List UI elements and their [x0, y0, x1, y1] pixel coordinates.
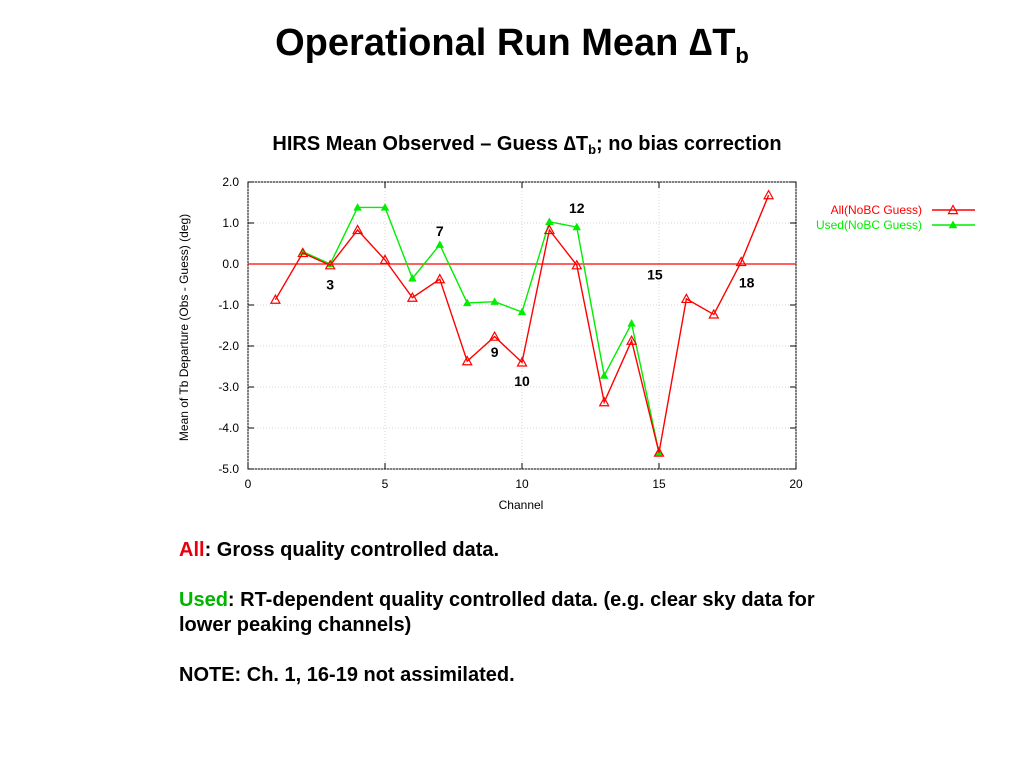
slide-title-delta: ∆ — [688, 22, 713, 64]
chart-title-prefix: HIRS Mean Observed – Guess — [272, 133, 564, 155]
y-tick-label: 2.0 — [222, 175, 239, 189]
y-tick-label: -4.0 — [218, 421, 239, 435]
data-point-all — [543, 224, 555, 235]
chart-title-delta: ∆ — [563, 133, 576, 155]
data-point-all — [680, 293, 692, 304]
note-all: All: Gross quality controlled data. — [179, 538, 839, 563]
note-all-text: : Gross quality controlled data. — [204, 539, 500, 561]
data-point-all — [653, 446, 665, 457]
data-point-all — [434, 273, 446, 284]
data-point-all — [324, 259, 336, 270]
data-point-used — [353, 203, 362, 211]
data-point-all — [735, 256, 747, 267]
x-axis-label: Channel — [499, 498, 544, 512]
y-axis-label: Mean of Tb Departure (Obs - Guess) (deg) — [177, 214, 191, 441]
series-line-used — [302, 206, 660, 453]
channel-annotation: 18 — [739, 274, 755, 290]
y-tick-label: -3.0 — [218, 380, 239, 394]
note-all-label: All — [179, 539, 205, 561]
y-tick-label: -5.0 — [218, 462, 239, 476]
data-point-all — [489, 330, 501, 341]
x-tick-label: 0 — [245, 477, 252, 491]
series-line-all — [274, 194, 770, 453]
data-point-used — [627, 319, 636, 327]
data-point-used — [408, 274, 417, 282]
legend-label-used: Used(NoBC Guess) — [816, 218, 922, 232]
slide-title-t: T — [712, 22, 736, 64]
note-assimilation: NOTE: Ch. 1, 16-19 not assimilated. — [179, 664, 515, 686]
legend-marker-all — [947, 204, 959, 215]
y-tick-label: 1.0 — [222, 216, 239, 230]
note-used: Used: RT-dependent quality controlled da… — [179, 588, 839, 638]
slide-title-text: Operational Run Mean — [275, 22, 689, 64]
legend-label-all: All(NoBC Guess) — [831, 203, 922, 217]
note-used-text: : RT-dependent quality controlled data. … — [179, 589, 815, 636]
notes: All: Gross quality controlled data. Used… — [179, 538, 839, 713]
data-point-used — [600, 371, 609, 379]
channel-annotation: 9 — [491, 344, 499, 360]
data-point-used — [380, 203, 390, 211]
channel-annotation: 15 — [647, 266, 663, 282]
x-tick-label: 15 — [652, 477, 666, 491]
data-point-all — [516, 356, 528, 367]
slide-title: Operational Run Mean ∆Tb — [0, 22, 1024, 69]
data-point-used — [572, 222, 581, 231]
legend-marker-used — [948, 220, 958, 229]
data-point-all — [297, 247, 309, 258]
data-point-all — [461, 355, 473, 366]
slide-title-subscript: b — [735, 43, 749, 68]
data-point-used — [490, 297, 499, 305]
channel-annotation: 7 — [436, 223, 444, 239]
channel-annotation: 3 — [326, 277, 334, 293]
y-tick-label: 0.0 — [222, 257, 239, 271]
data-point-all — [352, 224, 364, 235]
chart-title: HIRS Mean Observed – Guess ∆Tb; no bias … — [0, 133, 1024, 157]
data-point-used — [463, 298, 472, 307]
chart-title-t: T — [575, 133, 589, 155]
y-tick-label: -1.0 — [218, 298, 239, 312]
data-point-used — [517, 307, 527, 316]
data-point-all — [598, 396, 610, 407]
x-tick-label: 5 — [382, 477, 389, 491]
data-point-used — [545, 217, 554, 225]
chart-title-subscript: b — [588, 142, 597, 157]
data-point-all — [626, 334, 638, 345]
data-point-all — [379, 254, 391, 265]
channel-annotation: 10 — [514, 373, 530, 389]
chart-title-suffix: ; no bias correction — [596, 133, 782, 155]
y-tick-label: -2.0 — [218, 339, 239, 353]
channel-annotation: 12 — [569, 200, 585, 216]
data-point-used — [435, 240, 444, 248]
data-point-all — [406, 291, 418, 302]
data-point-all — [708, 308, 720, 319]
x-tick-label: 20 — [789, 477, 803, 491]
data-point-all — [269, 293, 281, 304]
x-tick-label: 10 — [515, 477, 529, 491]
note-used-label: Used — [179, 589, 228, 611]
data-point-all — [763, 189, 775, 200]
data-point-all — [571, 259, 583, 270]
line-chart: 2.0 1.0 0.0 -1.0 -2.0 -3.0 -4.0 -5.0 0 5 10 15 20 Cha… — [177, 175, 975, 512]
